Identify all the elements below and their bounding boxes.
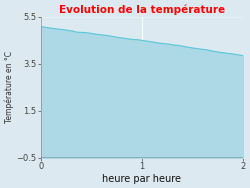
- X-axis label: heure par heure: heure par heure: [102, 174, 182, 184]
- Y-axis label: Température en °C: Température en °C: [4, 51, 14, 123]
- Title: Evolution de la température: Evolution de la température: [59, 4, 225, 15]
